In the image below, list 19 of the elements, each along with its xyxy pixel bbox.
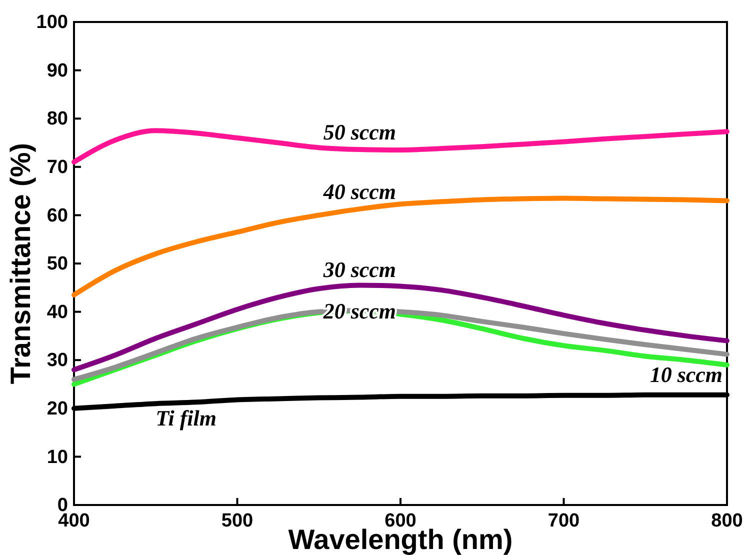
x-tick-label: 800 [711,510,743,532]
y-tick-label: 80 [46,108,68,130]
x-tick-label: 700 [548,510,580,532]
y-tick-label: 40 [46,302,68,323]
y-tick-label: 70 [46,156,68,178]
y-tick-label: 20 [46,398,68,420]
x-tick-label: 500 [221,510,254,532]
y-tick-label: 10 [46,446,68,468]
series-label: 30 sccm [322,257,396,282]
series-label: 10 sccm [650,362,723,388]
y-tick-label: 30 [46,350,68,372]
y-tick-label: 100 [36,12,68,34]
y-tick-label: 90 [46,60,68,82]
y-tick-label: 60 [46,205,68,226]
series-label: 50 sccm [323,120,396,145]
y-axis-title: Transmittance (%) [5,142,36,384]
series-label: Ti film [156,406,217,431]
series-label: 40 sccm [322,178,396,204]
y-tick-label: 50 [46,254,68,275]
